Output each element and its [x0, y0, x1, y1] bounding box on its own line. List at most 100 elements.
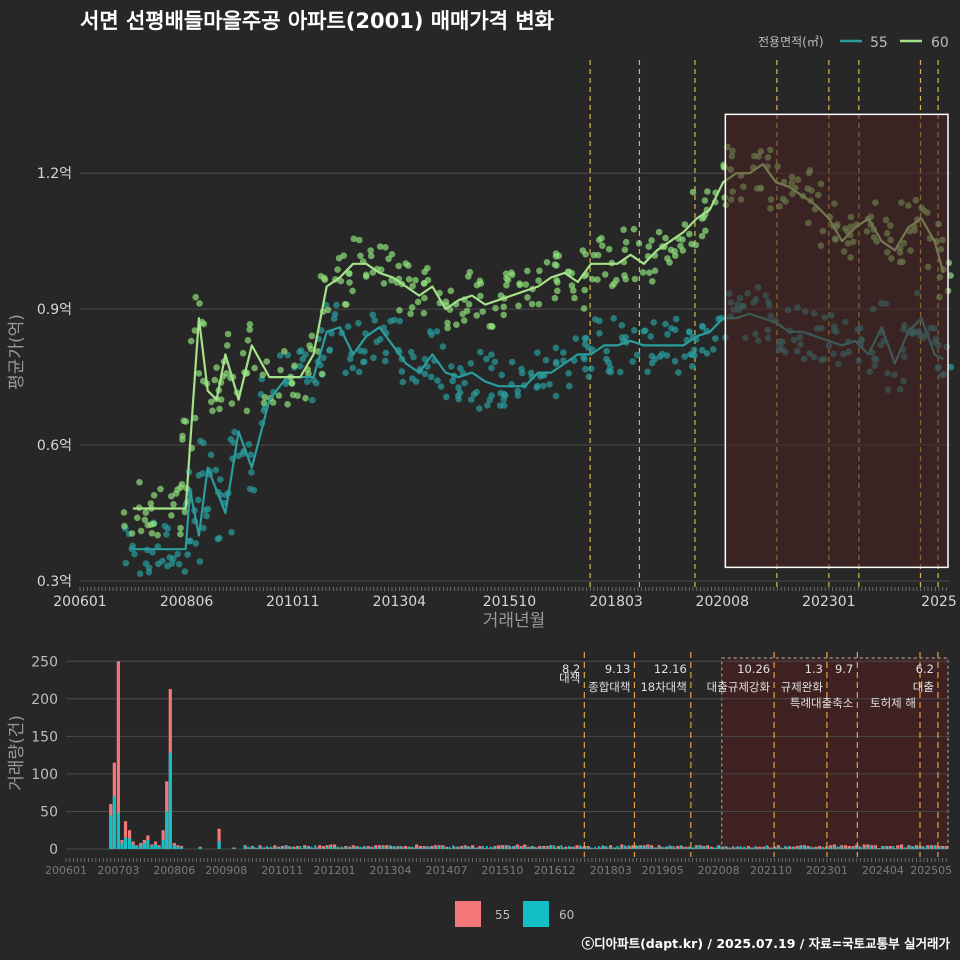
- price-point-60: [536, 267, 543, 275]
- policy-name-label: 18차대책: [640, 680, 686, 694]
- price-point-60: [689, 188, 697, 196]
- volume-bar-60: [295, 846, 298, 849]
- legend-60-label: 60: [931, 35, 949, 51]
- price-point-60: [179, 432, 186, 440]
- price-point-55: [671, 357, 679, 365]
- price-point-55: [371, 317, 379, 324]
- volume-bar-60: [355, 845, 358, 849]
- volume-bar-60: [590, 847, 593, 849]
- price-point-60: [500, 303, 508, 311]
- price-point-60: [630, 225, 638, 233]
- volume-bar-60: [116, 812, 120, 849]
- price-point-55: [369, 311, 377, 319]
- price-point-55: [207, 451, 215, 459]
- volume-bar-60: [832, 845, 835, 849]
- volume-bar-60: [638, 845, 641, 849]
- price-point-55: [398, 368, 406, 375]
- volume-bar-55: [415, 844, 419, 849]
- volume-bar-60: [691, 847, 693, 849]
- volume-bar-60: [523, 846, 526, 849]
- volume-bar-60: [407, 846, 410, 849]
- volume-bar-60: [664, 846, 667, 849]
- price-point-60: [281, 348, 288, 355]
- volume-bar-55: [500, 845, 504, 849]
- price-point-60: [543, 259, 551, 266]
- price-point-60: [307, 345, 315, 353]
- credit-text: ⓒ디아파트(dapt.kr) / 2025.07.19 / 자료=국토교통부 실…: [582, 936, 951, 951]
- price-point-55: [192, 540, 200, 547]
- price-point-55: [443, 393, 450, 401]
- volume-bar-60: [608, 846, 611, 849]
- price-point-55: [326, 346, 334, 354]
- price-point-60: [551, 294, 559, 302]
- price-point-60: [465, 273, 472, 280]
- volume-bar-60: [571, 846, 574, 849]
- volume-bar-60: [567, 845, 570, 849]
- price-point-55: [552, 392, 560, 400]
- price-point-55: [310, 376, 317, 384]
- price-point-55: [689, 363, 696, 370]
- price-point-60: [137, 527, 145, 535]
- price-point-55: [552, 360, 560, 368]
- price-point-60: [444, 319, 451, 327]
- price-point-55: [642, 327, 649, 335]
- volume-bar-55: [385, 845, 389, 849]
- price-panel: 0.3억 0.6억 0.9억 1.2억 200601 200806 201011 20130…: [7, 60, 957, 631]
- volume-bar-60: [489, 846, 492, 849]
- price-point-55: [296, 362, 304, 370]
- volume-bar-60: [500, 847, 503, 849]
- price-point-60: [648, 237, 655, 244]
- price-point-55: [455, 384, 462, 391]
- volume-bar-60: [899, 847, 902, 849]
- price-point-60: [302, 394, 309, 402]
- price-point-60: [217, 396, 225, 403]
- volume-bar-60: [788, 845, 790, 849]
- price-point-60: [655, 228, 663, 236]
- price-point-55: [195, 496, 202, 504]
- price-point-60: [524, 267, 531, 275]
- volume-y-tick-label: 200: [31, 692, 58, 708]
- volume-bar-60: [888, 847, 891, 849]
- price-point-55: [245, 441, 253, 448]
- price-x-tick-label: 200601: [53, 594, 106, 610]
- price-point-55: [373, 338, 381, 346]
- volume-bar-60: [482, 845, 485, 849]
- price-point-60: [522, 281, 530, 288]
- volume-bar-60: [862, 847, 865, 849]
- price-point-60: [508, 271, 516, 279]
- price-point-60: [128, 530, 136, 537]
- price-point-60: [622, 238, 630, 246]
- price-point-60: [224, 342, 231, 349]
- price-point-60: [453, 321, 460, 329]
- price-point-55: [303, 378, 311, 386]
- volume-bar-60: [396, 845, 399, 849]
- volume-bar-55: [418, 845, 422, 849]
- price-point-60: [395, 262, 403, 270]
- volume-bar-60: [735, 846, 738, 849]
- volume-bar-60: [761, 847, 764, 849]
- volume-bar-60: [776, 846, 779, 849]
- volume-bar-60: [109, 815, 113, 849]
- price-x-tick-label: 202301: [802, 594, 855, 610]
- volume-grid: [66, 660, 950, 850]
- price-point-55: [539, 382, 547, 390]
- volume-bar-60: [575, 848, 578, 849]
- price-point-60: [228, 400, 236, 407]
- volume-bar-60: [679, 845, 682, 849]
- volume-bar-60: [709, 847, 712, 849]
- volume-bar-60: [265, 845, 268, 849]
- volume-bar-60: [179, 847, 184, 849]
- volume-x-ticks: 200601 200703 200806 200908 201011 201201 2013…: [45, 858, 952, 877]
- volume-bar-55: [478, 845, 482, 849]
- price-point-60: [350, 235, 358, 243]
- price-point-60: [412, 276, 419, 284]
- volume-bar-60: [127, 838, 132, 849]
- price-point-60: [679, 236, 686, 243]
- volume-bar-60: [318, 848, 320, 849]
- volume-bar-60: [579, 845, 582, 849]
- volume-bars: [109, 661, 948, 849]
- volume-bar-60: [370, 847, 373, 849]
- price-point-60: [666, 259, 673, 266]
- price-point-55: [212, 466, 220, 474]
- volume-bar-60: [885, 845, 887, 849]
